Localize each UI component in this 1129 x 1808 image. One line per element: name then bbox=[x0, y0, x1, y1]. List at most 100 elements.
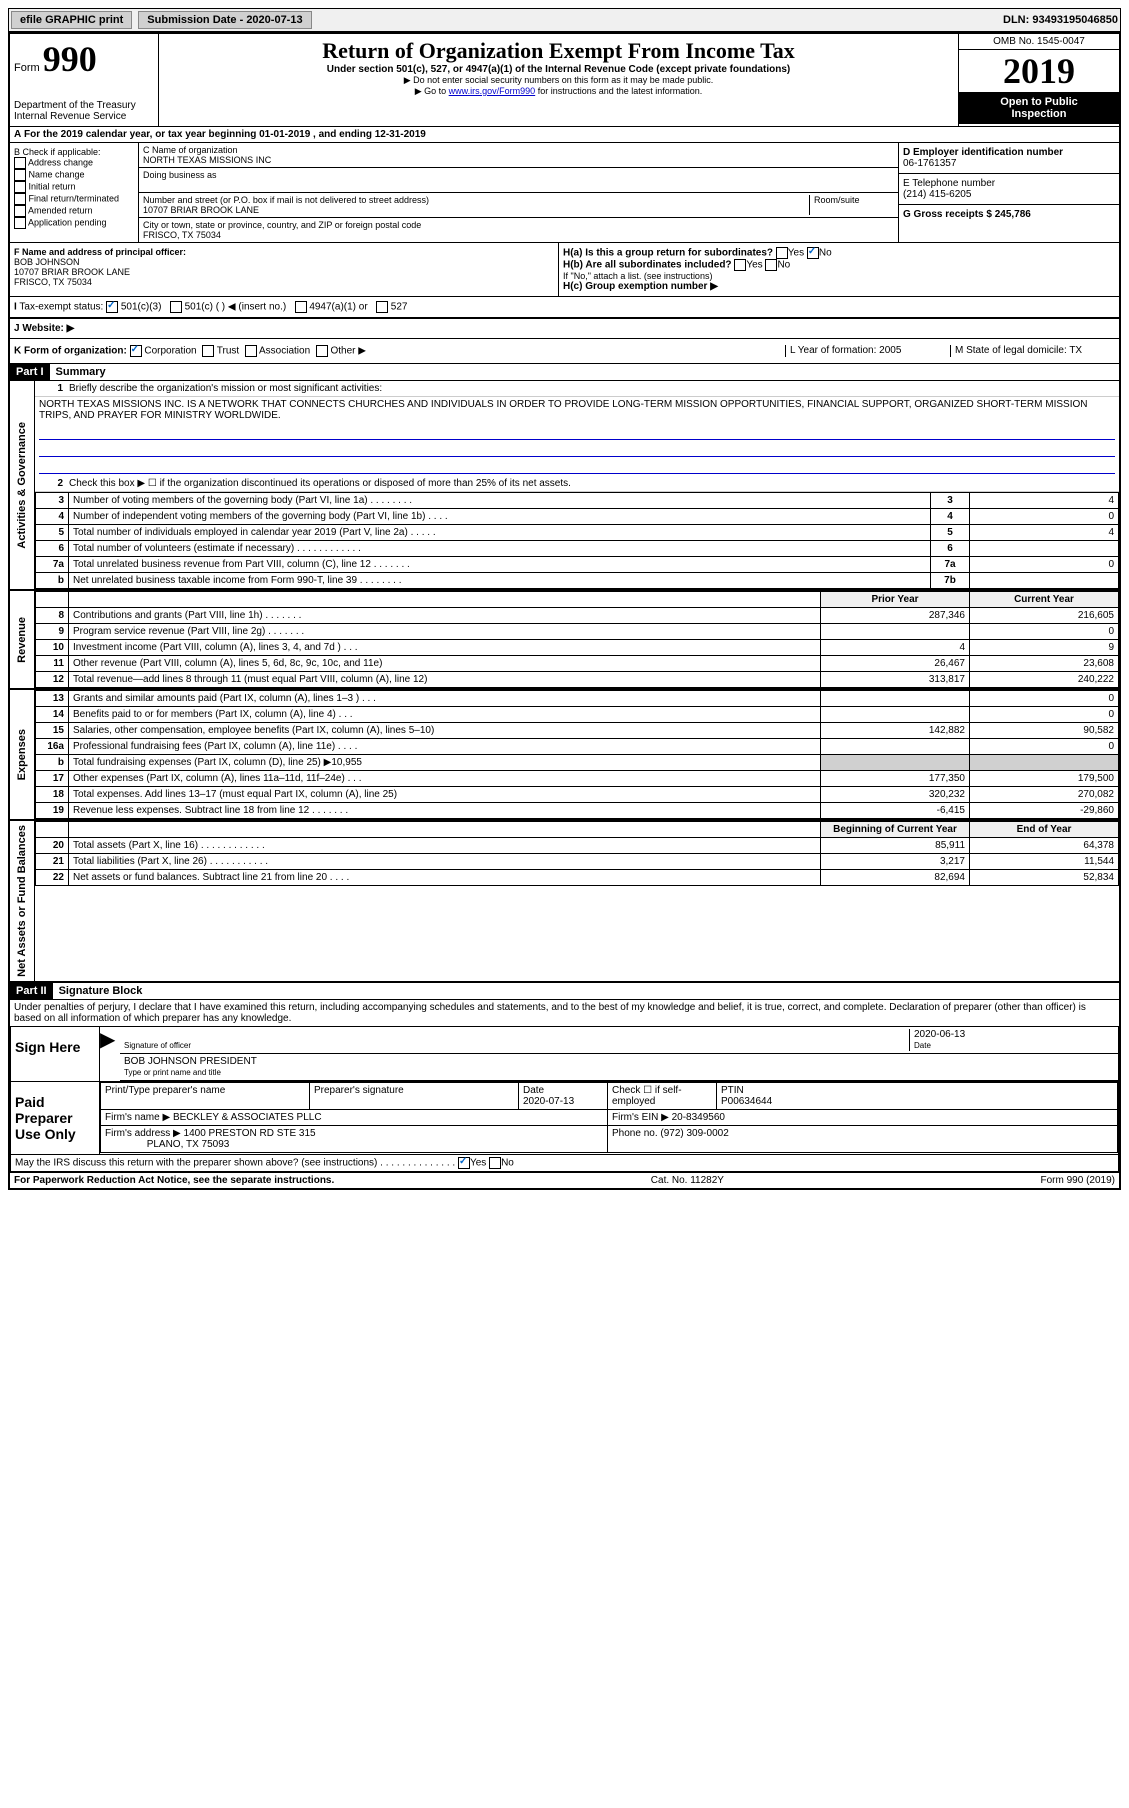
footer-center: Cat. No. 11282Y bbox=[651, 1175, 724, 1186]
line-desc: Revenue less expenses. Subtract line 18 … bbox=[69, 803, 821, 819]
line-desc: Total number of individuals employed in … bbox=[69, 525, 931, 541]
firm-name: BECKLEY & ASSOCIATES PLLC bbox=[173, 1112, 322, 1123]
city: FRISCO, TX 75034 bbox=[143, 230, 221, 240]
line-desc: Investment income (Part VIII, column (A)… bbox=[69, 640, 821, 656]
prep-sig-label: Preparer's signature bbox=[314, 1085, 404, 1096]
q2: Check this box ▶ ☐ if the organization d… bbox=[69, 478, 571, 489]
firm-addr-label: Firm's address ▶ bbox=[105, 1128, 181, 1139]
line-num: 20 bbox=[36, 838, 69, 854]
cy-val: -29,860 bbox=[970, 803, 1119, 819]
part1-title: Summary bbox=[50, 364, 112, 380]
check-self-employed: Check ☐ if self-employed bbox=[612, 1085, 682, 1107]
phone: (214) 415-6205 bbox=[903, 189, 971, 200]
line-num: 12 bbox=[36, 672, 69, 688]
inspection-badge: Open to PublicInspection bbox=[959, 92, 1119, 124]
j-label: J Website: ▶ bbox=[14, 323, 74, 334]
irs-link[interactable]: www.irs.gov/Form990 bbox=[449, 86, 536, 96]
discuss-yes-checkbox[interactable] bbox=[458, 1157, 470, 1169]
corp-checkbox[interactable] bbox=[130, 345, 142, 357]
cy-val: 0 bbox=[970, 624, 1119, 640]
cy-header: Current Year bbox=[970, 592, 1119, 608]
exp-vlabel: Expenses bbox=[14, 725, 30, 784]
addr-label: Number and street (or P.O. box if mail i… bbox=[143, 195, 429, 205]
firm-addr2: PLANO, TX 75093 bbox=[147, 1139, 230, 1150]
line-j: J Website: ▶ bbox=[10, 319, 1119, 339]
py-header: Prior Year bbox=[821, 592, 970, 608]
other-checkbox[interactable] bbox=[316, 345, 328, 357]
line-a: A For the 2019 calendar year, or tax yea… bbox=[10, 127, 1119, 143]
officer-city: FRISCO, TX 75034 bbox=[14, 277, 92, 287]
na-vlabel: Net Assets or Fund Balances bbox=[14, 821, 30, 981]
line-num: 16a bbox=[36, 739, 69, 755]
ha-yes-checkbox[interactable] bbox=[776, 247, 788, 259]
527-checkbox[interactable] bbox=[376, 301, 388, 313]
checkbox[interactable] bbox=[14, 205, 26, 217]
line-num: 10 bbox=[36, 640, 69, 656]
line-num: 13 bbox=[36, 691, 69, 707]
discuss-no-checkbox[interactable] bbox=[489, 1157, 501, 1169]
py-val bbox=[821, 739, 970, 755]
officer-print: BOB JOHNSON PRESIDENT bbox=[124, 1056, 257, 1067]
efile-button[interactable]: efile GRAPHIC print bbox=[11, 11, 132, 29]
line-num: 5 bbox=[36, 525, 69, 541]
cy-val: 270,082 bbox=[970, 787, 1119, 803]
mission-line bbox=[39, 425, 1115, 440]
line-desc: Total unrelated business revenue from Pa… bbox=[69, 557, 931, 573]
street: 10707 BRIAR BROOK LANE bbox=[143, 205, 259, 215]
cy-val: 90,582 bbox=[970, 723, 1119, 739]
line-desc: Number of voting members of the governin… bbox=[69, 493, 931, 509]
form-subtitle: Under section 501(c), 527, or 4947(a)(1)… bbox=[163, 64, 954, 75]
line-num: 18 bbox=[36, 787, 69, 803]
footer-left: For Paperwork Reduction Act Notice, see … bbox=[14, 1175, 334, 1186]
mission-text: NORTH TEXAS MISSIONS INC. IS A NETWORK T… bbox=[35, 397, 1119, 423]
sign-here-label: Sign Here bbox=[11, 1027, 100, 1081]
expenses-section: Expenses 13Grants and similar amounts pa… bbox=[10, 690, 1119, 821]
line-box: 7b bbox=[931, 573, 970, 589]
hb-no-checkbox[interactable] bbox=[765, 259, 777, 271]
paid-preparer-label: Paid Preparer Use Only bbox=[11, 1082, 100, 1154]
topbar: efile GRAPHIC print Submission Date - 20… bbox=[8, 8, 1121, 32]
line-num: 9 bbox=[36, 624, 69, 640]
py-val: 287,346 bbox=[821, 608, 970, 624]
line-num: 15 bbox=[36, 723, 69, 739]
checkbox[interactable] bbox=[14, 193, 26, 205]
501c-checkbox[interactable] bbox=[170, 301, 182, 313]
firm-name-label: Firm's name ▶ bbox=[105, 1112, 170, 1123]
line-desc: Total expenses. Add lines 13–17 (must eq… bbox=[69, 787, 821, 803]
mission-line bbox=[39, 459, 1115, 474]
eoy-val: 11,544 bbox=[970, 854, 1119, 870]
checkbox[interactable] bbox=[14, 181, 26, 193]
hb-yes-checkbox[interactable] bbox=[734, 259, 746, 271]
line-val bbox=[970, 573, 1119, 589]
prep-name-label: Print/Type preparer's name bbox=[105, 1085, 225, 1096]
submission-date-button[interactable]: Submission Date - 2020-07-13 bbox=[138, 11, 311, 29]
signature-section: Sign Here ▶ Signature of officer 2020-06… bbox=[10, 1026, 1119, 1172]
line-i: I Tax-exempt status: 501(c)(3) 501(c) ( … bbox=[10, 297, 1119, 319]
py-val bbox=[821, 624, 970, 640]
ha-no-checkbox[interactable] bbox=[807, 247, 819, 259]
assoc-checkbox[interactable] bbox=[245, 345, 257, 357]
checkbox[interactable] bbox=[14, 217, 26, 229]
q1: Briefly describe the organization's miss… bbox=[69, 383, 382, 394]
line-desc: Grants and similar amounts paid (Part IX… bbox=[69, 691, 821, 707]
line-k: K Form of organization: Corporation Trus… bbox=[10, 339, 1119, 364]
part2-title: Signature Block bbox=[53, 983, 149, 999]
line-val: 4 bbox=[970, 493, 1119, 509]
cy-val: 0 bbox=[970, 707, 1119, 723]
line-desc: Salaries, other compensation, employee b… bbox=[69, 723, 821, 739]
irs-text: Internal Revenue Service bbox=[14, 111, 154, 122]
ha-label: H(a) Is this a group return for subordin… bbox=[563, 248, 773, 259]
trust-checkbox[interactable] bbox=[202, 345, 214, 357]
4947-checkbox[interactable] bbox=[295, 301, 307, 313]
revenue-section: Revenue Prior YearCurrent Year8Contribut… bbox=[10, 591, 1119, 690]
checkbox[interactable] bbox=[14, 157, 26, 169]
bcy-val: 85,911 bbox=[821, 838, 970, 854]
ptin-label: PTIN bbox=[721, 1085, 744, 1096]
checkbox[interactable] bbox=[14, 169, 26, 181]
line-desc: Total liabilities (Part X, line 26) . . … bbox=[69, 854, 821, 870]
501c3-checkbox[interactable] bbox=[106, 301, 118, 313]
tax-year: 2019 bbox=[959, 50, 1119, 92]
line-desc: Total revenue—add lines 8 through 11 (mu… bbox=[69, 672, 821, 688]
line-desc: Number of independent voting members of … bbox=[69, 509, 931, 525]
footer: For Paperwork Reduction Act Notice, see … bbox=[10, 1172, 1119, 1188]
